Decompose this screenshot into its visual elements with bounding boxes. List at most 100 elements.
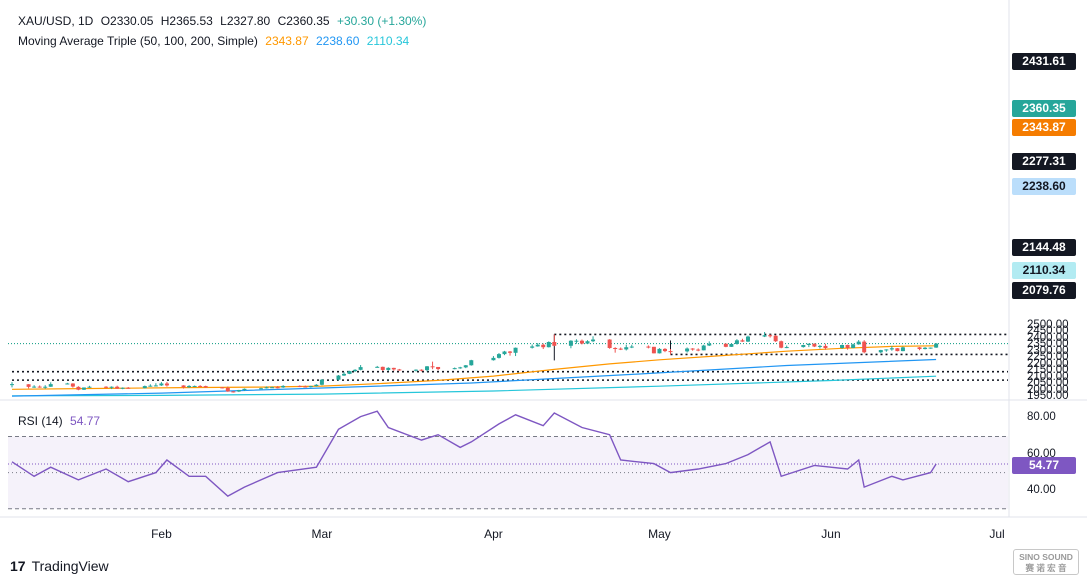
candle-body [26,384,31,387]
candle-body [386,367,391,370]
candle-body [380,366,385,370]
candle-body [817,345,822,347]
candle-body [513,347,518,353]
candle-body [336,375,341,380]
candle-body [734,340,739,344]
tradingview-brand[interactable]: 17 TradingView [10,558,109,574]
candle-body [662,348,667,352]
price-tick-label: 2500.00 [1027,318,1069,331]
candle-body [552,342,557,346]
candle-body [181,385,186,388]
rsi-tick-label: 80.00 [1027,411,1056,424]
rsi-tick-label: 60.00 [1027,447,1056,460]
brand-name: TradingView [31,558,109,574]
ma200-line [11,375,937,397]
candle-body [740,340,745,342]
candle-body [281,385,286,388]
candle-body [884,349,889,351]
candle-body [164,383,169,386]
candle-body [425,366,430,371]
watermark-line2: 赛 诺 宏 音 [1025,563,1067,573]
ma50-pill: 2343.87 [1012,119,1076,136]
candle-body [806,343,811,345]
candle-body [502,351,507,355]
candle-body [613,347,618,349]
symbol-label[interactable]: XAU/USD, 1D [18,14,94,28]
candle-body [104,386,109,388]
price-tick-label: 2350.00 [1027,338,1069,350]
candle-body [303,386,308,388]
watermark-line1: SINO SOUND [1019,552,1073,562]
horizontal-levels [8,333,1008,381]
low-value: L2327.80 [220,14,271,28]
price-tick-label: 2250.00 [1027,351,1069,363]
level-pill-2431: 2431.61 [1012,53,1076,70]
candle-body [419,369,424,371]
candle-body [546,342,551,348]
candle-body [707,343,712,346]
candle-body [32,386,37,388]
candle-body [618,348,623,350]
candle-body [878,350,883,353]
candle-body [928,347,933,349]
candle-body [236,389,241,392]
price-tick-label: 2400.00 [1027,331,1069,344]
candle-body [496,354,501,358]
time-tick-label: Apr [484,527,503,541]
candle-body [342,373,347,376]
candle-body [353,369,358,372]
candle-body [413,369,418,371]
time-tick-label: Jun [821,527,841,541]
ma-indicator-label[interactable]: Moving Average Triple (50, 100, 200, Sim… [18,34,258,48]
candle-body [469,360,474,366]
candle-body [812,343,817,347]
candle-body [264,387,269,389]
candle-body [452,368,457,370]
candle-body [801,345,806,348]
candle-body [37,386,42,388]
candle-body [458,367,463,369]
candle-body [651,346,656,354]
rsi-indicator-label[interactable]: RSI (14) [18,414,63,428]
close-value: C2360.35 [277,14,330,28]
candlesticks [10,332,939,393]
candle-body [70,383,75,387]
candle-body [270,387,275,389]
candle-body [923,347,928,350]
candle-body [657,348,662,354]
candle-body [585,341,590,344]
candle-body [220,387,225,389]
candle-body [823,345,828,348]
level-pill-2144: 2144.48 [1012,239,1076,256]
candle-body [491,357,496,361]
open-value: O2330.05 [100,14,154,28]
candle-body [574,340,579,342]
candle-body [723,343,728,347]
ma100-value: 2238.60 [316,34,360,48]
candle-body [153,385,158,387]
rsi-tick-label: 40.00 [1027,483,1056,496]
change-value: +30.30 (+1.30%) [336,14,427,28]
candle-body [607,339,612,348]
candle-body [762,335,767,337]
ma100-pill: 2238.60 [1012,178,1076,195]
candle-body [187,385,192,388]
candle-body [530,346,535,348]
candle-body [779,341,784,348]
candle-body [430,366,435,368]
time-tick-label: Feb [151,527,172,541]
price-tick-label: 2000.00 [1027,383,1069,396]
price-tick-label: 2150.00 [1027,364,1069,376]
candle-body [87,386,92,388]
price-tick-label: 2300.00 [1027,344,1069,357]
candle-body [347,371,352,374]
candle-body [934,343,939,348]
price-tick-label: 2050.00 [1027,377,1069,389]
candle-body [203,386,208,388]
last-price-pill: 2360.35 [1012,100,1076,117]
grid-layer [0,0,1087,518]
candle-body [43,386,48,388]
candle-body [624,347,629,350]
rsi-line [11,410,937,497]
